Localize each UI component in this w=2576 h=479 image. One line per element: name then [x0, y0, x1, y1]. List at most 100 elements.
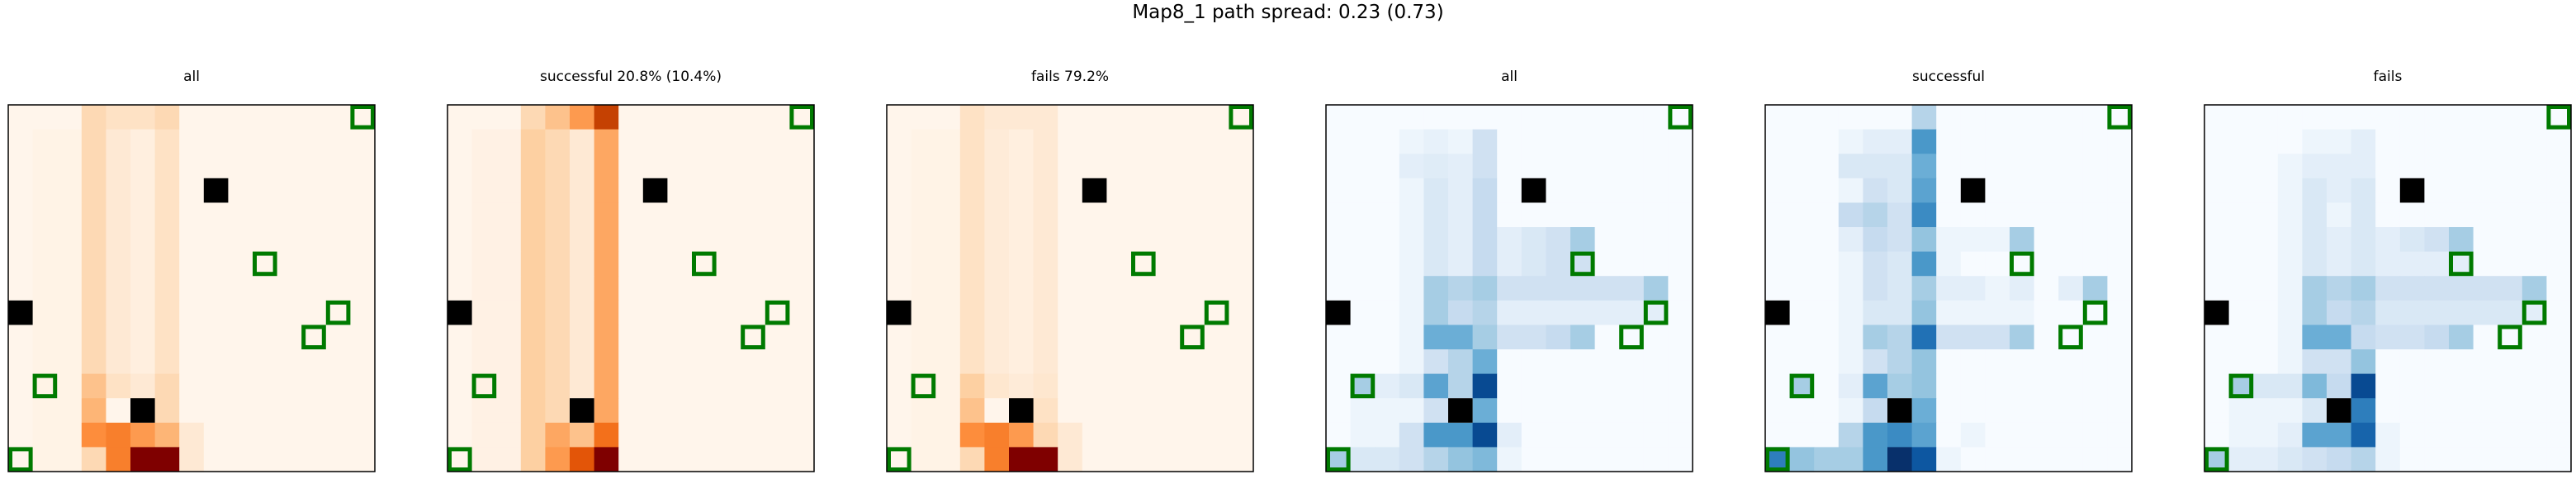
heatmap-cell — [2522, 105, 2547, 130]
heatmap-cell — [1789, 422, 1815, 448]
heatmap-cell — [935, 178, 961, 203]
heatmap-cell — [1399, 373, 1424, 399]
heatmap-cell — [570, 251, 595, 277]
heatmap-cell — [2424, 373, 2450, 399]
heatmap-cell — [350, 202, 376, 228]
heatmap-cell — [1033, 178, 1058, 203]
heatmap-cell — [2327, 202, 2352, 228]
heatmap-cell — [1375, 447, 1400, 472]
heatmap-cell — [2302, 398, 2327, 424]
panel-frame — [1325, 104, 1693, 472]
heatmap-cell — [2228, 276, 2254, 301]
heatmap-cell — [716, 154, 741, 179]
heatmap-cell — [1911, 300, 1937, 325]
heatmap-cell — [1155, 129, 1181, 154]
heatmap-cell — [887, 325, 912, 350]
heatmap-cell — [1058, 154, 1083, 179]
heatmap-cell — [1497, 154, 1522, 179]
heatmap-cell — [2253, 398, 2279, 424]
heatmap-cell — [667, 251, 693, 277]
heatmap-cell — [1546, 202, 1571, 228]
heatmap-cell — [1668, 129, 1693, 154]
heatmap-cell — [32, 398, 58, 424]
heatmap-cell — [2473, 202, 2498, 228]
heatmap-cell — [1375, 105, 1400, 130]
heatmap-cell — [2204, 227, 2230, 253]
heatmap-cell — [106, 227, 131, 253]
heatmap-cell — [1838, 325, 1863, 350]
heatmap-cell — [618, 129, 644, 154]
heatmap-cell — [1082, 154, 1107, 179]
heatmap-cell — [1009, 178, 1035, 203]
heatmap-cell — [984, 105, 1010, 130]
heatmap-cell — [1009, 300, 1035, 325]
heatmap-cell — [2473, 251, 2498, 277]
heatmap-cell — [618, 422, 644, 448]
heatmap-cell — [2253, 276, 2279, 301]
heatmap-cell — [1985, 202, 2010, 228]
heatmap-cell — [1863, 178, 1888, 203]
heatmap-cell — [2327, 300, 2352, 325]
heatmap-cell — [789, 398, 815, 424]
heatmap-cell — [1863, 422, 1888, 448]
heatmap-cell — [2277, 373, 2303, 399]
heatmap-cell — [1985, 154, 2010, 179]
heatmap-cell — [1155, 227, 1181, 253]
heatmap-cell — [32, 251, 58, 277]
heatmap-cell — [1423, 178, 1449, 203]
heatmap-cell — [2424, 154, 2450, 179]
heatmap-cell — [741, 227, 766, 253]
heatmap-cell — [1765, 325, 1791, 350]
heatmap-cell — [2253, 300, 2279, 325]
heatmap-cell — [1911, 325, 1937, 350]
heatmap-cell — [2204, 129, 2230, 154]
heatmap-cell — [618, 202, 644, 228]
heatmap-cell — [2277, 349, 2303, 375]
heatmap-cell — [1911, 202, 1937, 228]
heatmap-cell — [911, 202, 936, 228]
heatmap-cell — [447, 202, 473, 228]
heatmap-cell — [179, 447, 205, 472]
heatmap-cell — [642, 251, 668, 277]
heatmap-cell — [253, 349, 278, 375]
heatmap-cell — [1155, 422, 1181, 448]
heatmap-cell — [130, 276, 156, 301]
heatmap-cell — [1570, 373, 1596, 399]
heatmap-cell — [2351, 422, 2376, 448]
heatmap-cell — [1911, 373, 1937, 399]
heatmap-cell — [1009, 373, 1035, 399]
heatmap-cell — [1033, 422, 1058, 448]
heatmap-cell — [1521, 276, 1546, 301]
heatmap-cell — [1058, 349, 1083, 375]
heatmap-cell — [984, 178, 1010, 203]
obstacle-cell — [8, 300, 33, 325]
heatmap-cell — [2107, 300, 2133, 325]
heatmap-cell — [1789, 300, 1815, 325]
heatmap-cell — [1350, 251, 1376, 277]
heatmap-cell — [2449, 154, 2474, 179]
heatmap-cell — [1423, 398, 1449, 424]
heatmap-cell — [1789, 447, 1815, 472]
heatmap-cell — [1448, 129, 1474, 154]
heatmap-cell — [1838, 105, 1863, 130]
heatmap-cell — [642, 447, 668, 472]
heatmap-cell — [1911, 178, 1937, 203]
heatmap-cell — [2058, 227, 2084, 253]
heatmap-cell — [1838, 398, 1863, 424]
heatmap-cell — [959, 178, 985, 203]
heatmap-cell — [1399, 325, 1424, 350]
heatmap-cell — [520, 447, 546, 472]
heatmap-cell — [301, 373, 327, 399]
heatmap-cell — [471, 178, 497, 203]
heatmap-cell — [1643, 251, 1669, 277]
heatmap-cell — [2204, 325, 2230, 350]
heatmap-cell — [1814, 129, 1840, 154]
heatmap-cell — [2082, 251, 2108, 277]
heatmap-cell — [911, 398, 936, 424]
heatmap-cell — [1204, 105, 1229, 130]
heatmap-cell — [81, 349, 107, 375]
heatmap-cell — [984, 154, 1010, 179]
obstacle-cell — [1765, 300, 1790, 325]
heatmap-cell — [228, 349, 253, 375]
heatmap-cell — [1570, 105, 1596, 130]
